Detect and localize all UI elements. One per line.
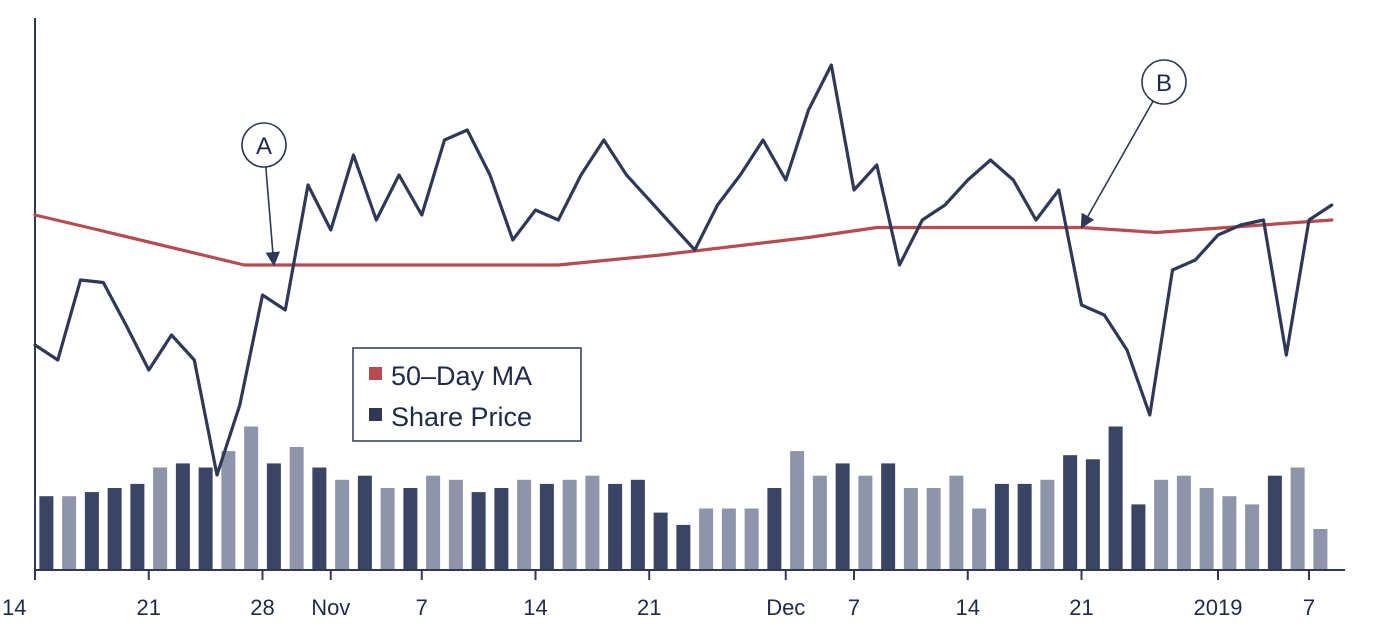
volume-bar xyxy=(380,488,395,570)
x-tick-label: Dec xyxy=(766,595,805,620)
volume-bar xyxy=(676,524,691,570)
annotation-arrow xyxy=(1080,100,1154,229)
volume-bar xyxy=(994,483,1009,570)
legend-swatch-price xyxy=(369,408,382,421)
legend: 50–Day MA Share Price xyxy=(352,347,582,442)
volume-bar xyxy=(653,512,668,570)
volume-bar xyxy=(517,479,532,570)
x-tick-label: 2019 xyxy=(1194,595,1243,620)
x-tick-label: 7 xyxy=(1303,595,1315,620)
legend-label-price: Share Price xyxy=(391,402,532,432)
volume-bar xyxy=(721,508,736,570)
legend-swatch-ma xyxy=(369,367,382,380)
volume-bar xyxy=(1199,488,1214,570)
volume-bar xyxy=(881,463,896,570)
volume-bar xyxy=(1017,483,1032,570)
share-price-line xyxy=(33,63,1334,477)
volume-bar xyxy=(471,492,486,570)
volume-bar xyxy=(1245,504,1260,570)
x-tick-label: 21 xyxy=(137,595,161,620)
volume-bar xyxy=(84,492,99,570)
x-tick-label: 7 xyxy=(848,595,860,620)
volume-bar xyxy=(403,488,418,570)
series-lines xyxy=(33,63,1334,477)
volume-bar xyxy=(357,475,372,570)
volume-bar xyxy=(175,463,190,570)
moving-average-line xyxy=(33,213,1334,267)
volume-bar xyxy=(903,488,918,570)
x-tick-label: Nov xyxy=(311,595,350,620)
volume-bar xyxy=(1222,496,1237,570)
volume-bar xyxy=(1290,467,1305,570)
volume-bar xyxy=(630,479,645,570)
volume-bar xyxy=(1063,455,1078,570)
x-tick-label: 7 xyxy=(416,595,428,620)
volume-bar xyxy=(266,463,281,570)
volume-bar xyxy=(699,508,714,570)
x-tick-label: 14 xyxy=(956,595,980,620)
volume-bar xyxy=(221,451,236,570)
volume-bar xyxy=(1108,426,1123,570)
volume-bar xyxy=(926,488,941,570)
volume-bar xyxy=(107,488,122,570)
volume-bar xyxy=(562,479,577,570)
volume-bar xyxy=(790,451,805,570)
volume-bar xyxy=(744,508,759,570)
volume-bar xyxy=(335,479,350,570)
volume-bar xyxy=(858,475,873,570)
volume-bar xyxy=(608,483,623,570)
volume-bar xyxy=(835,463,850,570)
x-tick-label: 14 xyxy=(523,595,547,620)
volume-bar xyxy=(1040,479,1055,570)
volume-bar xyxy=(1313,529,1328,570)
volume-bar xyxy=(312,467,327,570)
volume-bar xyxy=(539,483,554,570)
volume-bar xyxy=(198,467,213,570)
annotation-arrow xyxy=(265,166,281,267)
x-tick-label: 21 xyxy=(1069,595,1093,620)
volume-bar xyxy=(448,479,463,570)
volume-bar xyxy=(1154,479,1169,570)
volume-bar xyxy=(289,447,304,570)
legend-label-ma: 50–Day MA xyxy=(391,361,532,391)
volume-bar xyxy=(767,488,782,570)
volume-bar xyxy=(494,488,509,570)
volume-bar xyxy=(972,508,987,570)
x-tick-label: 21 xyxy=(637,595,661,620)
volume-bar xyxy=(39,496,54,570)
volume-bars xyxy=(39,426,1328,570)
x-tick-label: 28 xyxy=(250,595,274,620)
volume-bar xyxy=(1267,475,1282,570)
annotation-label: A xyxy=(256,133,272,160)
volume-bar xyxy=(153,467,168,570)
annotations: AB xyxy=(241,59,1187,267)
annotation-circle xyxy=(1141,59,1187,105)
x-axis-ticks: 14 21 28 Nov 7 14 21 Dec 7 14 21 2019 7 xyxy=(2,570,1315,620)
legend-box xyxy=(352,347,582,442)
volume-bar xyxy=(585,475,600,570)
volume-bar xyxy=(62,496,77,570)
annotation-label: B xyxy=(1156,70,1172,97)
annotation-circle xyxy=(241,122,287,168)
volume-bar xyxy=(949,475,964,570)
volume-bar xyxy=(1085,459,1100,570)
volume-bar xyxy=(130,483,145,570)
volume-bar xyxy=(812,475,827,570)
x-tick-label: 14 xyxy=(2,595,26,620)
volume-bar xyxy=(1131,504,1146,570)
volume-bar xyxy=(426,475,441,570)
volume-bar xyxy=(1176,475,1191,570)
volume-bar xyxy=(244,426,259,570)
